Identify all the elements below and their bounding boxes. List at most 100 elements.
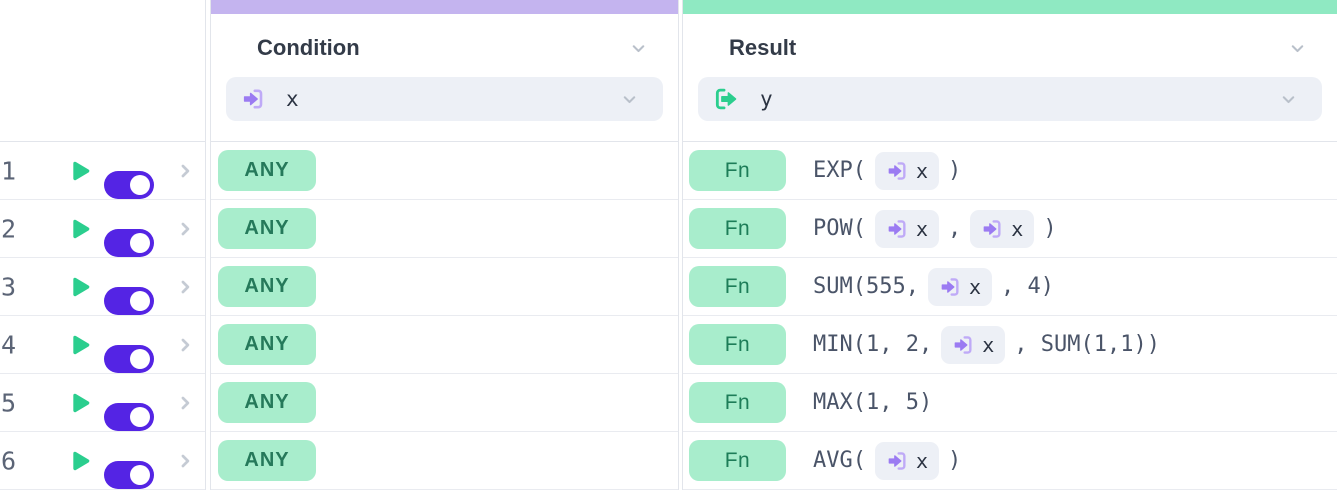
condition-field-label: x [286,87,299,111]
variable-name: x [968,274,982,299]
sign-in-icon [981,218,1003,240]
fn-badge[interactable]: Fn [689,440,786,481]
row-controls-header [0,0,205,142]
chevron-down-icon[interactable] [620,90,639,109]
sign-in-icon [886,450,908,472]
sign-in-icon [939,276,961,298]
condition-title-row: Condition [211,14,678,76]
row-enabled-toggle[interactable] [104,345,154,373]
row-number: 1 [1,156,17,185]
result-cell[interactable]: Fn MIN(1, 2, x , SUM(1,1)) [683,316,1337,374]
condition-field-row: x [211,77,678,143]
play-button[interactable] [66,215,93,242]
fn-badge[interactable]: Fn [689,324,786,365]
result-cell[interactable]: Fn AVG( x) [683,432,1337,490]
variable-chip: x [874,441,940,480]
result-cell[interactable]: Fn POW(x, x) [683,200,1337,258]
any-badge[interactable]: ANY [218,208,316,249]
fn-badge[interactable]: Fn [689,382,786,423]
row-enabled-toggle[interactable] [104,403,154,431]
row-number: 6 [1,446,17,475]
toggle-knob [130,291,150,311]
variable-chip: x [874,151,940,190]
chevron-down-icon[interactable] [1279,90,1298,109]
result-field-row: y [683,77,1337,143]
result-cell[interactable]: Fn SUM(555, x , 4) [683,258,1337,316]
play-button[interactable] [66,157,93,184]
expression-token: ) [948,448,962,473]
expression-token: MAX(1, 5) [813,390,933,415]
result-header: Result y [683,0,1337,142]
condition-cell[interactable]: ANY [211,432,678,490]
expression-token: AVG( [813,448,866,473]
expression-token: MIN(1, 2, [813,332,933,357]
expression-token: , 4) [1001,274,1054,299]
variable-chip: x [970,209,1035,248]
chevron-down-icon[interactable] [629,39,648,58]
any-badge[interactable]: ANY [218,150,316,191]
row-controls-cell: 2 [0,200,205,258]
play-button[interactable] [66,389,93,416]
decision-table: 1 2 3 4 5 6 Condition x [0,0,1337,490]
condition-field-select[interactable]: x [226,77,663,121]
fn-badge[interactable]: Fn [689,266,786,307]
row-expand-button[interactable] [175,277,195,297]
chevron-down-icon[interactable] [1288,39,1307,58]
result-title-row: Result [683,14,1337,76]
row-enabled-toggle[interactable] [104,171,154,199]
result-cell[interactable]: Fn MAX(1, 5) [683,374,1337,432]
condition-cell[interactable]: ANY [211,316,678,374]
row-enabled-toggle[interactable] [104,461,154,489]
condition-cell[interactable]: ANY [211,258,678,316]
variable-chip: x [927,267,993,306]
play-button[interactable] [66,273,93,300]
sign-in-icon [241,87,265,111]
expression: SUM(555, x , 4) [813,267,1054,306]
expression: POW(x, x) [813,209,1057,248]
result-field-select[interactable]: y [698,77,1322,121]
row-number: 3 [1,272,17,301]
any-badge[interactable]: ANY [218,440,316,481]
condition-header: Condition x [211,0,678,142]
condition-column-title: Condition [257,35,360,60]
row-enabled-toggle[interactable] [104,229,154,257]
result-accent-bar [683,0,1337,14]
row-controls-cell: 1 [0,142,205,200]
row-expand-button[interactable] [175,393,195,413]
any-badge[interactable]: ANY [218,266,316,307]
result-cell[interactable]: Fn EXP(x) [683,142,1337,200]
fn-badge[interactable]: Fn [689,150,786,191]
variable-name: x [982,332,995,357]
row-expand-button[interactable] [175,219,195,239]
expression: MAX(1, 5) [813,390,932,415]
row-expand-button[interactable] [175,161,195,181]
row-controls-cell: 3 [0,258,205,316]
variable-name: x [915,216,929,241]
row-expand-button[interactable] [175,335,195,355]
any-badge[interactable]: ANY [218,324,316,365]
condition-cell[interactable]: ANY [211,374,678,432]
toggle-knob [130,349,150,369]
row-expand-button[interactable] [175,451,195,471]
condition-column: Condition x [210,0,679,490]
play-button[interactable] [66,331,93,358]
variable-name: x [1011,216,1024,241]
condition-cell[interactable]: ANY [211,142,678,200]
expression-token: , SUM(1,1)) [1014,332,1160,357]
row-enabled-toggle[interactable] [104,287,154,315]
toggle-knob [130,407,150,427]
row-controls-cell: 6 [0,432,205,490]
any-badge[interactable]: ANY [218,382,316,423]
expression-token: EXP( [813,158,866,183]
expression-token: ) [1043,216,1057,241]
condition-accent-bar [211,0,678,14]
row-controls-cell: 4 [0,316,205,374]
fn-badge[interactable]: Fn [689,208,786,249]
toggle-knob [130,175,150,195]
expression-token: SUM(555, [813,274,919,299]
sign-out-icon [713,86,739,112]
play-button[interactable] [66,447,93,474]
bottom-whitespace [0,490,1337,503]
expression: AVG( x) [813,441,962,480]
condition-cell[interactable]: ANY [211,200,678,258]
